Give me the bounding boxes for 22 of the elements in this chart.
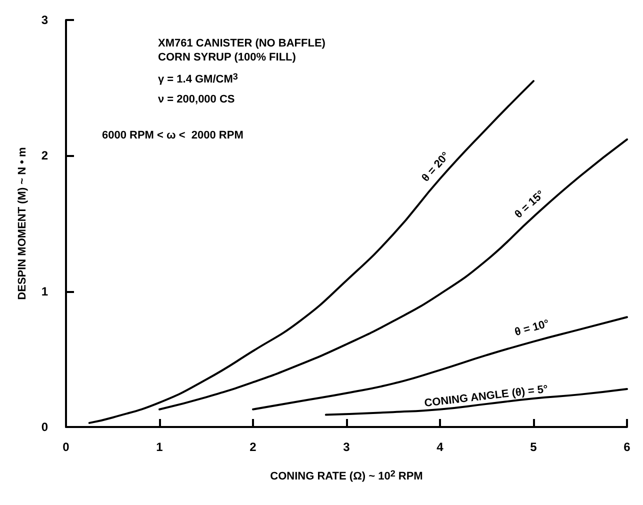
y-tick-label: 2 <box>41 148 48 163</box>
x-tick-label: 6 <box>624 440 631 454</box>
x-tick-label: 3 <box>343 440 350 454</box>
y-axis-title: DESPIN MOMENT (M) ~ N • m <box>16 146 28 300</box>
x-tick-label: 5 <box>530 440 538 454</box>
y-tick-label: 0 <box>41 420 48 434</box>
text: θ = 10° <box>514 318 551 339</box>
x-tick-label: 1 <box>156 440 164 454</box>
line-series <box>158 138 628 410</box>
annotation: XM761 CANISTER (NO BAFFLE) <box>158 38 326 50</box>
line-series <box>252 316 628 410</box>
annotation: CORN SYRUP (100% FILL) <box>158 52 296 64</box>
y-tick-label: 3 <box>41 13 48 27</box>
x-tick-label: 2 <box>250 440 257 454</box>
text: CONING ANGLE (θ) = 5° <box>424 383 549 410</box>
annotation: 6000 RPM < ω < 2000 RPM <box>102 130 244 142</box>
annotation: ν = 200,000 CS <box>158 94 235 106</box>
x-tick-label: 4 <box>436 440 444 454</box>
y-tick-label: 1 <box>41 284 48 298</box>
text: θ = 20° <box>420 150 452 184</box>
x-tick-label: 0 <box>62 440 70 454</box>
text: θ = 15° <box>512 188 547 221</box>
